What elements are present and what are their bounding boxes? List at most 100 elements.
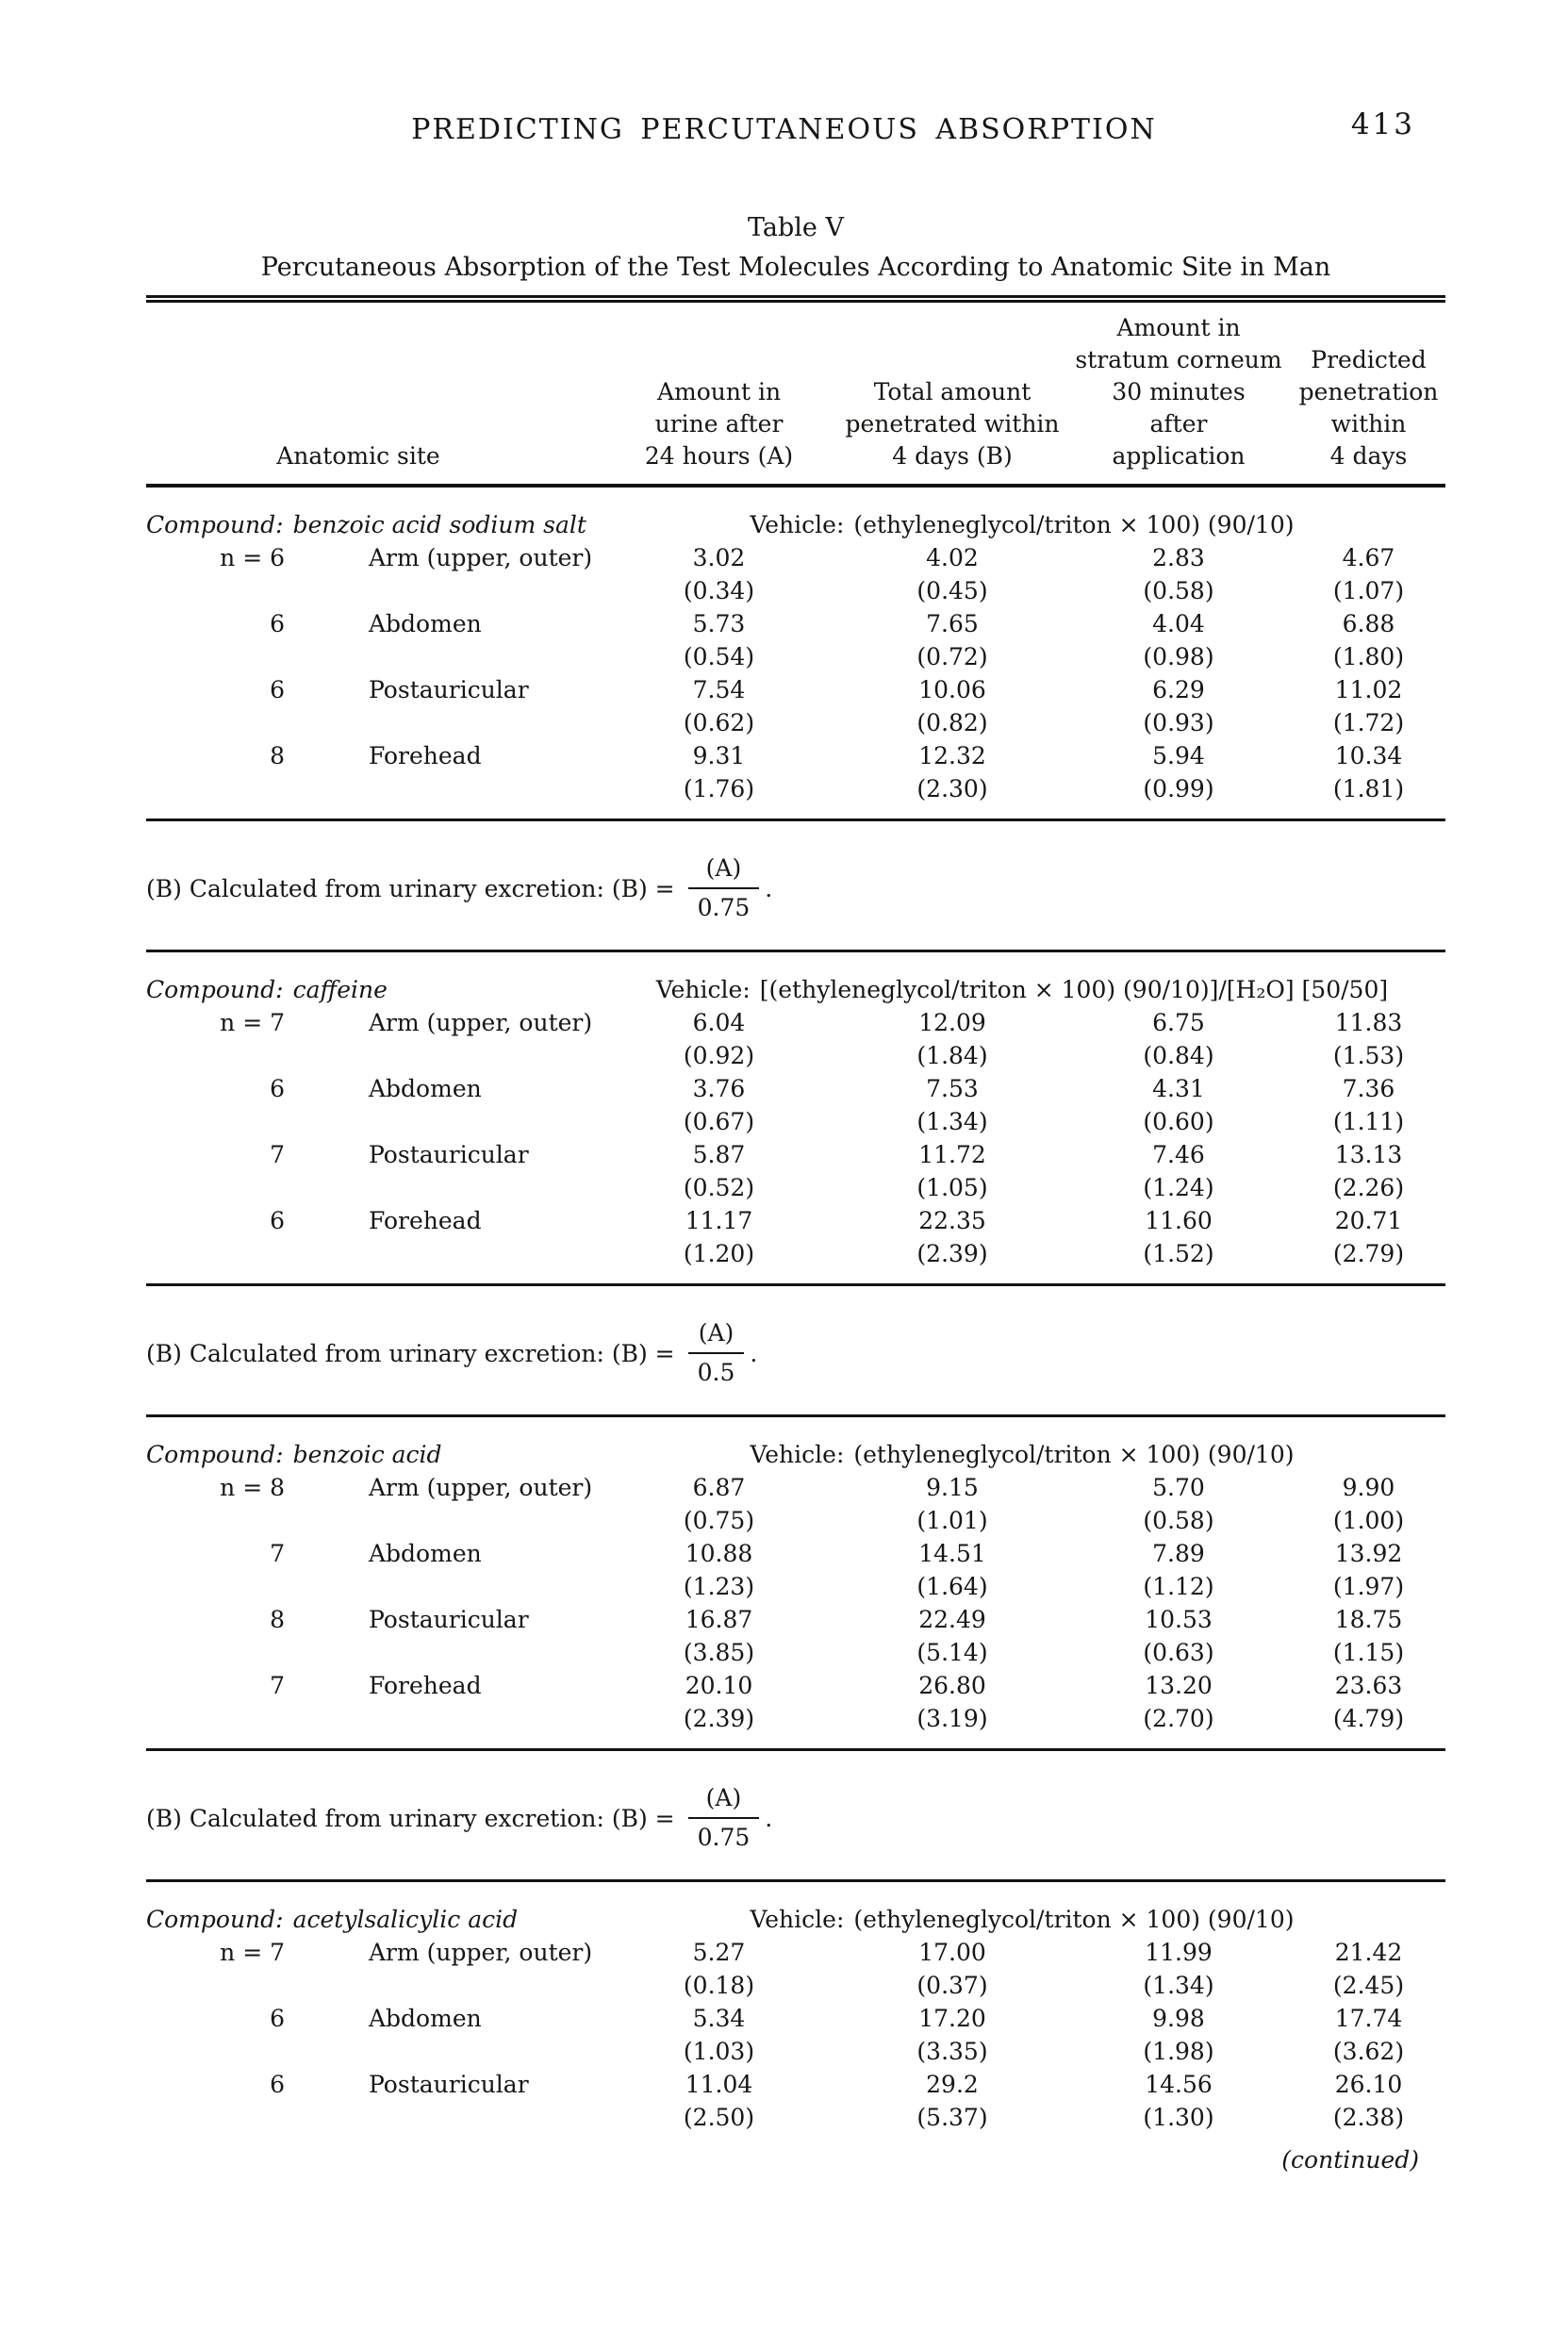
row-site: Forehead <box>369 1672 482 1699</box>
cell-urine-24h: 11.04 <box>685 2071 753 2098</box>
cell-urine-24h-se: (1.76) <box>683 775 755 802</box>
cell-total-4days: 22.49 <box>918 1606 986 1633</box>
fraction-denominator: 0.5 <box>687 1352 745 1392</box>
cell-urine-24h: 11.17 <box>685 1207 753 1234</box>
cell-total-4days: 9.15 <box>926 1474 979 1501</box>
table-row-se: (1.03) (3.35) (1.98) (3.62) <box>146 2035 1445 2068</box>
table-row-se: (0.92) (1.84) (0.84) (1.53) <box>146 1039 1445 1072</box>
table-row: n = 6 Arm (upper, outer) 3.02 4.02 2.83 4.67 <box>146 541 1445 574</box>
cell-stratum-corneum-se: (2.70) <box>1143 1705 1214 1732</box>
row-site: Arm (upper, outer) <box>369 544 593 571</box>
table-row-se: (3.85) (5.14) (0.63) (1.15) <box>146 1636 1445 1669</box>
cell-total-4days: 29.2 <box>926 2071 979 2098</box>
cell-urine-24h: 3.76 <box>692 1075 746 1102</box>
cell-urine-24h: 10.88 <box>685 1540 753 1567</box>
table-row-se: (0.67) (1.34) (0.60) (1.11) <box>146 1105 1445 1138</box>
section-rule <box>146 1283 1445 1286</box>
column-header-total-4days: Total amount penetrated within 4 days (B… <box>845 378 1060 470</box>
cell-stratum-corneum-se: (1.12) <box>1143 1573 1214 1600</box>
cell-total-4days: 14.51 <box>918 1540 986 1567</box>
cell-stratum-corneum: 11.99 <box>1145 1939 1213 1966</box>
footnote-period: . <box>765 874 773 902</box>
empty-cell <box>146 1969 599 2002</box>
compound-section-benzoic-acid: Compound: benzoic acid Vehicle: (ethyleneg… <box>146 1438 1445 1882</box>
table-row: 6 Postauricular 7.54 10.06 6.29 11.02 <box>146 673 1445 706</box>
cell-urine-24h: 5.87 <box>692 1141 746 1168</box>
row-n: n = 7 <box>220 1939 285 1966</box>
row-n: n = 6 <box>220 544 285 571</box>
table-row-se: (0.54) (0.72) (0.98) (1.80) <box>146 640 1445 673</box>
cell-total-4days-se: (1.01) <box>916 1507 988 1534</box>
vehicle-value: Vehicle: (ethyleneglycol/triton × 100) (9… <box>750 1441 1295 1468</box>
cell-urine-24h: 16.87 <box>685 1606 753 1633</box>
empty-cell <box>146 2035 599 2068</box>
footnote-formula: (B) Calculated from urinary excretion: (… <box>146 821 1445 950</box>
cell-predicted: 4.67 <box>1342 544 1395 571</box>
cell-stratum-corneum-se: (0.98) <box>1143 643 1214 670</box>
table-row: 7 Forehead 20.10 26.80 13.20 23.63 <box>146 1669 1445 1702</box>
header-bottom-rule <box>146 484 1445 488</box>
column-header-predicted-penetration: Predicted penetration within 4 days <box>1298 346 1439 470</box>
row-n: n = 8 <box>220 1474 285 1501</box>
fraction: (A) 0.75 <box>687 850 760 927</box>
fraction-numerator: (A) <box>705 854 742 882</box>
cell-total-4days: 12.09 <box>918 1009 986 1036</box>
column-header-anatomic-site: Anatomic site <box>276 442 440 470</box>
cell-predicted: 23.63 <box>1334 1672 1403 1699</box>
fraction-numerator: (A) <box>698 1319 734 1347</box>
cell-stratum-corneum: 4.04 <box>1152 610 1205 637</box>
footnote-formula: (B) Calculated from urinary excretion: (… <box>146 1751 1445 1879</box>
cell-predicted-se: (1.97) <box>1332 1573 1405 1600</box>
footnote-formula: (B) Calculated from urinary excretion: (… <box>146 1286 1445 1414</box>
row-site: Abdomen <box>369 2005 482 2032</box>
table-row: 7 Postauricular 5.87 11.72 7.46 13.13 <box>146 1138 1445 1171</box>
cell-predicted-se: (1.00) <box>1332 1507 1405 1534</box>
cell-stratum-corneum: 2.83 <box>1152 544 1205 571</box>
row-site: Abdomen <box>369 610 482 637</box>
compound-name: Compound: benzoic acid <box>146 1441 442 1468</box>
footnote-text: (B) Calculated from urinary excretion: (… <box>146 874 675 902</box>
table-row-se: (1.20) (2.39) (1.52) (2.79) <box>146 1237 1445 1270</box>
page-number: 413 <box>1350 107 1415 141</box>
cell-urine-24h-se: (2.50) <box>683 2104 755 2131</box>
cell-total-4days-se: (1.84) <box>916 1042 988 1069</box>
cell-urine-24h-se: (1.23) <box>683 1573 755 1600</box>
cell-predicted: 13.13 <box>1334 1141 1403 1168</box>
row-site: Forehead <box>369 1207 482 1234</box>
cell-stratum-corneum-se: (0.99) <box>1143 775 1214 802</box>
fraction: (A) 0.75 <box>687 1779 760 1857</box>
cell-predicted-se: (1.07) <box>1332 577 1405 604</box>
cell-total-4days-se: (0.72) <box>916 643 988 670</box>
table-row: 6 Postauricular 11.04 29.2 14.56 26.10 <box>146 2068 1445 2101</box>
cell-stratum-corneum: 14.56 <box>1145 2071 1213 2098</box>
cell-stratum-corneum-se: (1.30) <box>1143 2104 1214 2131</box>
cell-urine-24h-se: (0.52) <box>683 1174 755 1201</box>
empty-cell <box>146 1570 599 1603</box>
cell-total-4days-se: (5.14) <box>916 1639 988 1666</box>
fraction-denominator: 0.75 <box>687 1817 760 1857</box>
cell-urine-24h: 3.02 <box>692 544 746 571</box>
cell-urine-24h: 6.87 <box>692 1474 746 1501</box>
table-row: 6 Abdomen 5.73 7.65 4.04 6.88 <box>146 607 1445 640</box>
cell-stratum-corneum-se: (0.58) <box>1143 1507 1214 1534</box>
footnote-text: (B) Calculated from urinary excretion: (… <box>146 1804 675 1832</box>
cell-stratum-corneum: 6.75 <box>1152 1009 1205 1036</box>
section-rule <box>146 1414 1445 1417</box>
table-row: 8 Postauricular 16.87 22.49 10.53 18.75 <box>146 1603 1445 1636</box>
table-row: 8 Forehead 9.31 12.32 5.94 10.34 <box>146 739 1445 772</box>
cell-predicted-se: (1.80) <box>1332 643 1405 670</box>
compound-name: Compound: benzoic acid sodium salt <box>146 511 586 538</box>
cell-predicted: 17.74 <box>1334 2005 1403 2032</box>
table-row: n = 8 Arm (upper, outer) 6.87 9.15 5.70 9.90 <box>146 1471 1445 1504</box>
empty-cell <box>146 1702 599 1735</box>
cell-stratum-corneum: 13.20 <box>1145 1672 1213 1699</box>
table-header-row: Anatomic site Amount in urine after 24 h… <box>146 303 1445 484</box>
row-site: Postauricular <box>369 676 529 703</box>
cell-total-4days-se: (3.35) <box>916 2038 988 2065</box>
compound-vehicle-line: Compound: benzoic acid sodium salt Vehicl… <box>146 508 1445 541</box>
row-site: Postauricular <box>369 1141 529 1168</box>
cell-predicted: 20.71 <box>1334 1207 1403 1234</box>
cell-total-4days: 11.72 <box>918 1141 986 1168</box>
empty-cell <box>146 1237 599 1270</box>
